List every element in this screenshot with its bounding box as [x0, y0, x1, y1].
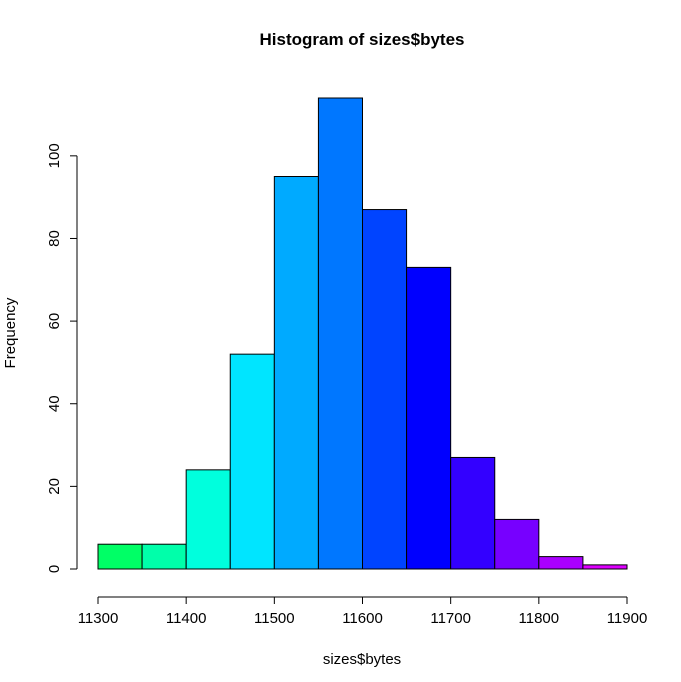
histogram-bar	[317, 97, 363, 570]
chart-title: Histogram of sizes$bytes	[259, 30, 464, 49]
x-tick-label: 11700	[430, 610, 471, 627]
y-tick-label: 100	[46, 143, 63, 168]
x-tick-label: 11800	[519, 610, 560, 627]
y-tick-label: 0	[46, 565, 63, 573]
y-axis-label: Frequency	[2, 297, 19, 368]
x-tick-label: 11600	[342, 610, 383, 627]
y-axis: 0 20 40 60 80 100	[46, 143, 78, 573]
histogram-bar	[141, 543, 187, 570]
histogram-bar	[406, 266, 452, 570]
y-tick-label: 20	[46, 478, 63, 495]
y-tick-label: 60	[46, 313, 63, 330]
y-tick-label: 80	[46, 230, 63, 247]
histogram-bar	[582, 564, 628, 570]
histogram-bar	[229, 353, 275, 570]
x-tick-label: 11500	[254, 610, 295, 627]
x-tick-label: 11400	[166, 610, 207, 627]
histogram-bar	[494, 518, 540, 570]
histogram-bar	[273, 176, 319, 570]
x-tick-label: 11900	[607, 610, 648, 627]
histogram-bar	[538, 556, 584, 570]
x-axis: 11300 11400 11500 11600 11700 11800 11900	[78, 596, 648, 627]
histogram-bar	[450, 456, 496, 570]
histogram-bar	[362, 209, 408, 570]
x-tick-label: 11300	[78, 610, 119, 627]
bars-group	[97, 97, 628, 570]
x-axis-label: sizes$bytes	[323, 651, 401, 668]
histogram-bar	[97, 543, 143, 570]
histogram-bar	[185, 469, 231, 570]
y-tick-label: 40	[46, 395, 63, 412]
